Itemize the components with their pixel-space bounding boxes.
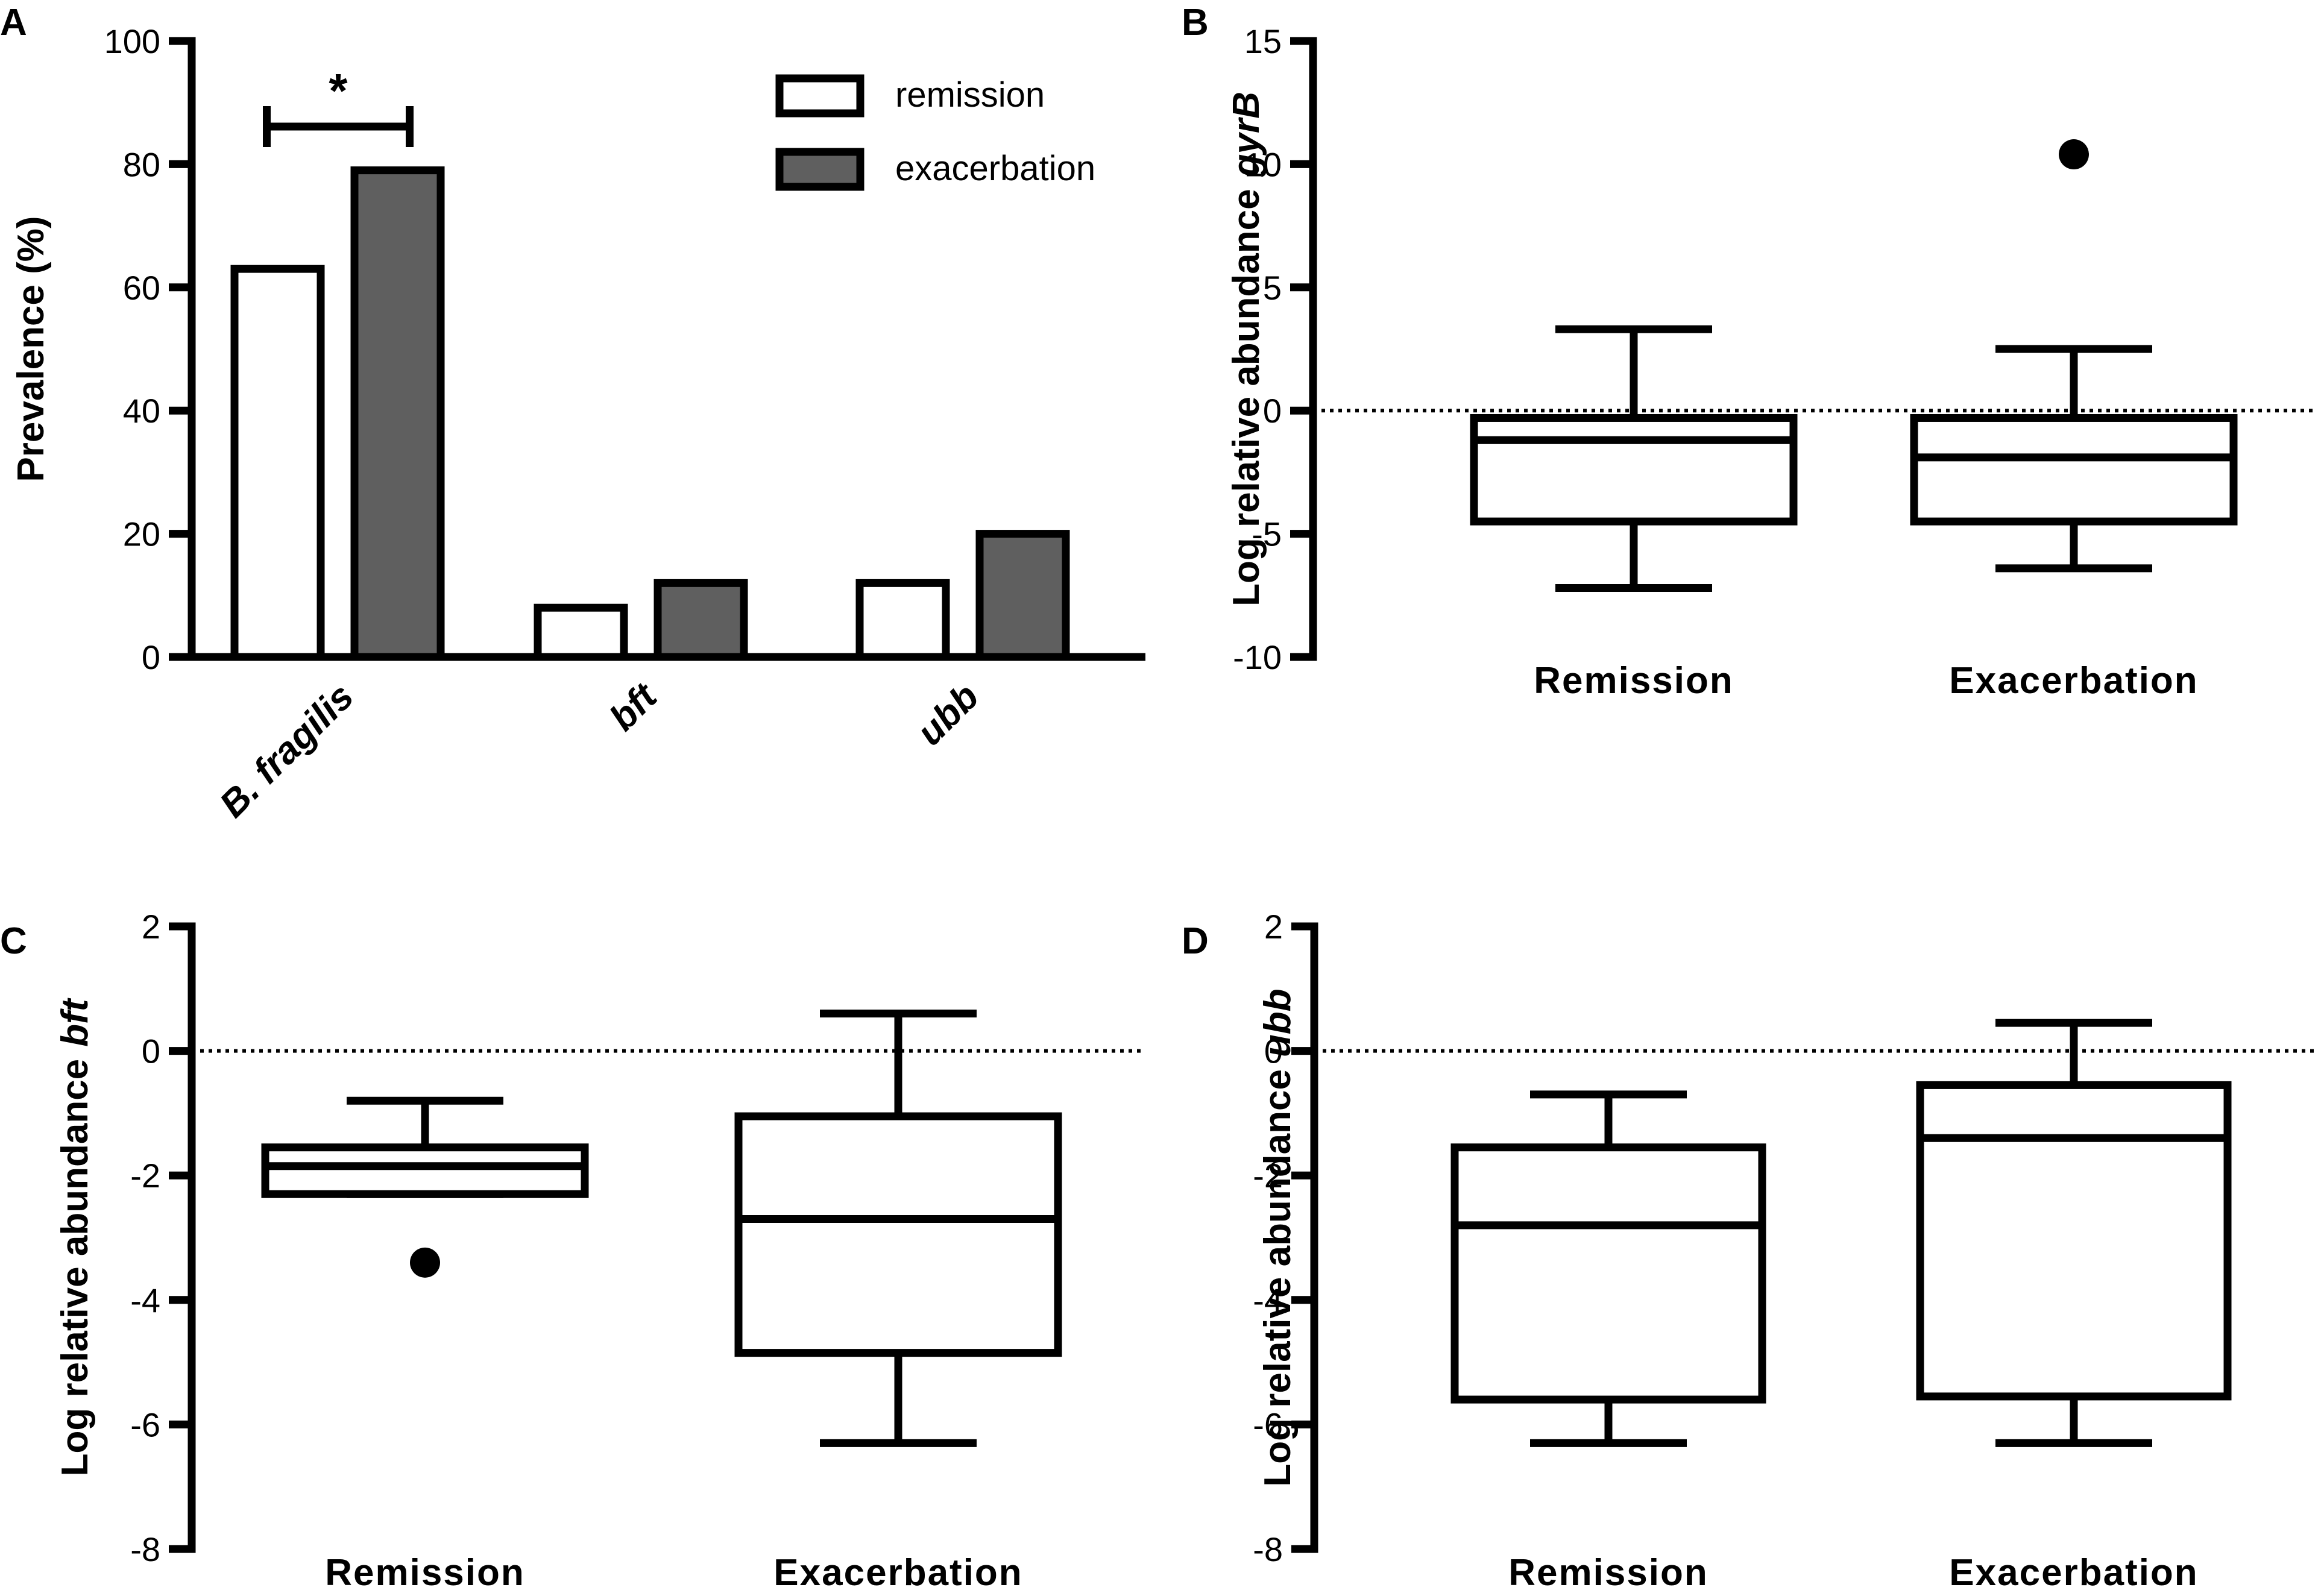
x-category-label-remission: Remission <box>1534 660 1734 702</box>
y-tick-label: 0 <box>1264 1032 1283 1070</box>
y-axis-label-text: Log relative abundance <box>1226 189 1267 606</box>
y-tick-label: 0 <box>1263 392 1282 430</box>
y-tick-label: 100 <box>104 22 160 60</box>
y-tick-label: 40 <box>123 392 160 430</box>
x-category-label-exacerbation: Exacerbation <box>1949 660 2198 702</box>
y-tick-label: 5 <box>1263 269 1282 307</box>
bar-exacerbation-b-fragilis <box>350 166 445 661</box>
y-tick-label: 2 <box>1264 908 1283 946</box>
bar-remission-bft <box>534 603 628 661</box>
outlier-point-exacerbation <box>2059 139 2089 170</box>
y-axis-label-gene: ubb <box>1257 988 1299 1057</box>
legend-label-exacerbation: exacerbation <box>895 149 1095 188</box>
y-tick-label: 80 <box>123 145 160 183</box>
y-tick-label: -8 <box>130 1530 160 1568</box>
box-remission <box>1450 1143 1766 1404</box>
y-tick-label: 0 <box>142 638 160 676</box>
bar-remission-ubb <box>855 579 950 661</box>
y-axis-label: Log relative abundance bft <box>54 998 96 1476</box>
y-axis-label-text: Prevalence (%) <box>10 216 52 482</box>
panel-d: D Log relative abundance ubb Remission Exace… <box>1182 908 2315 1594</box>
significance-star: * <box>329 64 348 118</box>
y-axis-label-text: Log relative abundance <box>1257 1069 1299 1487</box>
y-tick-label: 10 <box>1244 145 1282 183</box>
y-axis-label: Log relative abundance gyrB <box>1226 92 1267 606</box>
legend-label-remission: remission <box>895 75 1045 115</box>
y-tick-label: -8 <box>1253 1530 1283 1568</box>
y-axis-label-gene: gyrB <box>1226 92 1267 177</box>
y-tick-label: -2 <box>130 1157 160 1195</box>
bar-remission-b-fragilis <box>230 265 325 661</box>
panel-letter-a: A <box>0 2 27 43</box>
panel-letter-b: B <box>1182 2 1209 43</box>
box-remission <box>261 1143 589 1198</box>
box-remission <box>1470 413 1798 526</box>
x-category-label-remission: Remission <box>1508 1552 1708 1594</box>
panel-letter-c: C <box>0 920 27 962</box>
y-tick-label: 20 <box>123 515 160 553</box>
y-tick-label: -2 <box>1253 1157 1283 1195</box>
y-tick-label: -6 <box>130 1406 160 1444</box>
y-tick-label: -5 <box>1252 515 1282 553</box>
y-axis-label-gene: bft <box>54 998 96 1047</box>
outlier-point-remission <box>410 1247 440 1278</box>
y-tick-label: -6 <box>1253 1406 1283 1444</box>
box-exacerbation <box>1910 413 2238 526</box>
y-axis-label: Prevalence (%) <box>10 216 52 482</box>
y-axis-label-text: Log relative abundance <box>54 1059 96 1477</box>
panel-c: C Log relative abundance bft Remission Exace… <box>0 908 1145 1594</box>
y-tick-label: 2 <box>142 908 160 946</box>
panel-letter-d: D <box>1182 920 1209 962</box>
panel-b: B Log relative abundance gyrB Remission Exac… <box>1182 2 2315 702</box>
y-tick-label: 15 <box>1244 22 1282 60</box>
y-axis-label: Log relative abundance ubb <box>1257 988 1299 1486</box>
y-tick-label: 60 <box>123 269 160 307</box>
box-exacerbation <box>1916 1081 2232 1401</box>
legend-swatch-exacerbation <box>775 148 864 191</box>
x-category-label-exacerbation: Exacerbation <box>773 1552 1022 1594</box>
x-category-label-remission: Remission <box>325 1552 525 1594</box>
legend-swatch-remission <box>775 74 864 118</box>
y-tick-label: -10 <box>1233 638 1282 676</box>
y-tick-label: -4 <box>1253 1281 1283 1319</box>
y-tick-label: -4 <box>130 1281 160 1319</box>
x-category-label-exacerbation: Exacerbation <box>1949 1552 2198 1594</box>
bar-exacerbation-ubb <box>975 530 1070 661</box>
box-exacerbation <box>734 1112 1062 1357</box>
y-tick-label: 0 <box>142 1032 160 1070</box>
bar-exacerbation-bft <box>653 579 748 661</box>
